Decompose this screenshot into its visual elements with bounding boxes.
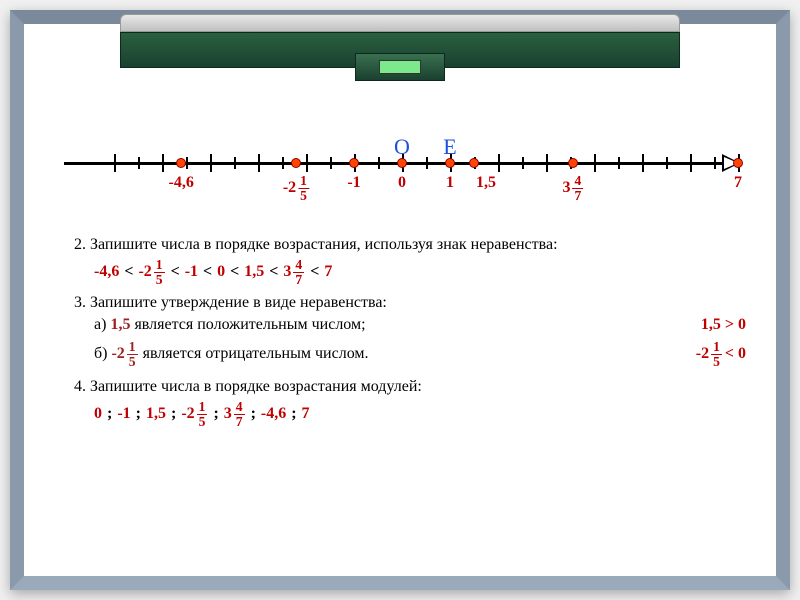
seq-sep: ; xyxy=(107,405,112,423)
task3-line-a: а) 1,5 является положительным числом; 1,… xyxy=(94,316,746,334)
number-line-label: -4,6 xyxy=(169,174,194,192)
inequality-op: < xyxy=(124,263,133,281)
tick-minor xyxy=(330,157,332,169)
chain-term: 0 xyxy=(217,263,225,281)
projector-pull-handle xyxy=(355,53,445,81)
tick-minor xyxy=(282,157,284,169)
number-line: -4,6 -215 -1 O 0 E 1 1,5 347 7 xyxy=(54,134,746,224)
seq-term: 1,5 xyxy=(146,405,166,423)
chain-term: -215 xyxy=(138,258,165,286)
tick-major xyxy=(114,154,116,172)
tick-minor xyxy=(186,157,188,169)
tick-major xyxy=(210,154,212,172)
tick-minor xyxy=(138,157,140,169)
number-line-top-label: E xyxy=(443,134,456,160)
chain-term: -1 xyxy=(185,263,198,281)
task3a-text: является положительным числом; xyxy=(134,316,365,334)
projector-housing xyxy=(120,14,680,68)
slide-content: -4,6 -215 -1 O 0 E 1 1,5 347 7 2. Запишите числа … xyxy=(34,94,766,566)
number-line-label: 347 xyxy=(563,174,585,202)
projector-top-rail xyxy=(120,14,680,32)
number-line-point xyxy=(568,158,578,168)
projector-bar xyxy=(120,32,680,68)
tick-major xyxy=(642,154,644,172)
inequality-op: < xyxy=(203,263,212,281)
inequality-op: < xyxy=(269,263,278,281)
task2-prompt: 2. Запишите числа в порядке возрастания,… xyxy=(74,236,746,254)
number-line-point xyxy=(469,158,479,168)
tick-minor xyxy=(426,157,428,169)
tick-minor xyxy=(666,157,668,169)
task4-answer: 0; -1; 1,5; -215; 347; -4,6; 7 xyxy=(94,400,746,428)
number-line-point xyxy=(733,158,743,168)
inequality-op: < xyxy=(230,263,239,281)
tick-minor xyxy=(618,157,620,169)
number-line-top-label: O xyxy=(394,134,410,160)
number-line-label: 1,5 xyxy=(476,174,496,192)
tick-major xyxy=(690,154,692,172)
seq-term: 7 xyxy=(302,405,310,423)
number-line-label: 1 xyxy=(446,174,454,192)
seq-sep: ; xyxy=(251,405,256,423)
task4-prompt: 4. Запишите числа в порядке возрастания … xyxy=(74,378,746,396)
tick-minor xyxy=(234,157,236,169)
seq-term: -1 xyxy=(117,405,130,423)
tick-major xyxy=(594,154,596,172)
number-line-label: 0 xyxy=(398,174,406,192)
tick-major xyxy=(258,154,260,172)
tick-major xyxy=(162,154,164,172)
task3-line-b: б) -215 является отрицательным числом. -… xyxy=(94,340,746,368)
number-line-point xyxy=(291,158,301,168)
tick-minor xyxy=(714,157,716,169)
task3b-text: является отрицательным числом. xyxy=(143,345,369,363)
whiteboard-frame: -4,6 -215 -1 O 0 E 1 1,5 347 7 2. Запишите числа … xyxy=(10,10,790,590)
seq-sep: ; xyxy=(291,405,296,423)
task3a-prefix: а) xyxy=(94,316,106,334)
chain-term: 347 xyxy=(283,258,305,286)
number-line-label: 7 xyxy=(734,174,742,192)
seq-term: 0 xyxy=(94,405,102,423)
seq-sep: ; xyxy=(171,405,176,423)
tick-major xyxy=(498,154,500,172)
chain-term: 7 xyxy=(324,263,332,281)
task3b-answer-mixed: -215 xyxy=(696,340,723,368)
number-line-label: -1 xyxy=(347,174,360,192)
seq-sep: ; xyxy=(136,405,141,423)
number-line-point xyxy=(176,158,186,168)
inequality-op: < xyxy=(310,263,319,281)
seq-term: 347 xyxy=(224,400,246,428)
task3b-answer: -215 < 0 xyxy=(696,340,746,368)
task3a-answer: 1,5 > 0 xyxy=(701,316,746,334)
task3a-number: 1,5 xyxy=(110,316,130,334)
seq-sep: ; xyxy=(213,405,218,423)
seq-term: -215 xyxy=(181,400,208,428)
chain-term: 1,5 xyxy=(244,263,264,281)
number-line-label: -215 xyxy=(283,174,310,202)
inequality-op: < xyxy=(171,263,180,281)
seq-term: -4,6 xyxy=(261,405,286,423)
tick-minor xyxy=(522,157,524,169)
task3-prompt: 3. Запишите утверждение в виде неравенст… xyxy=(74,294,746,312)
chain-term: -4,6 xyxy=(94,263,119,281)
tick-minor xyxy=(378,157,380,169)
task3b-prefix: б) xyxy=(94,345,107,363)
tick-major xyxy=(306,154,308,172)
task3b-number: -215 xyxy=(111,340,138,368)
number-line-point xyxy=(349,158,359,168)
task2-answer: -4,6 < -215 < -1 <0 <1,5 <347 <7 xyxy=(94,258,746,286)
task3b-answer-tail: < 0 xyxy=(725,345,746,363)
tick-major xyxy=(546,154,548,172)
